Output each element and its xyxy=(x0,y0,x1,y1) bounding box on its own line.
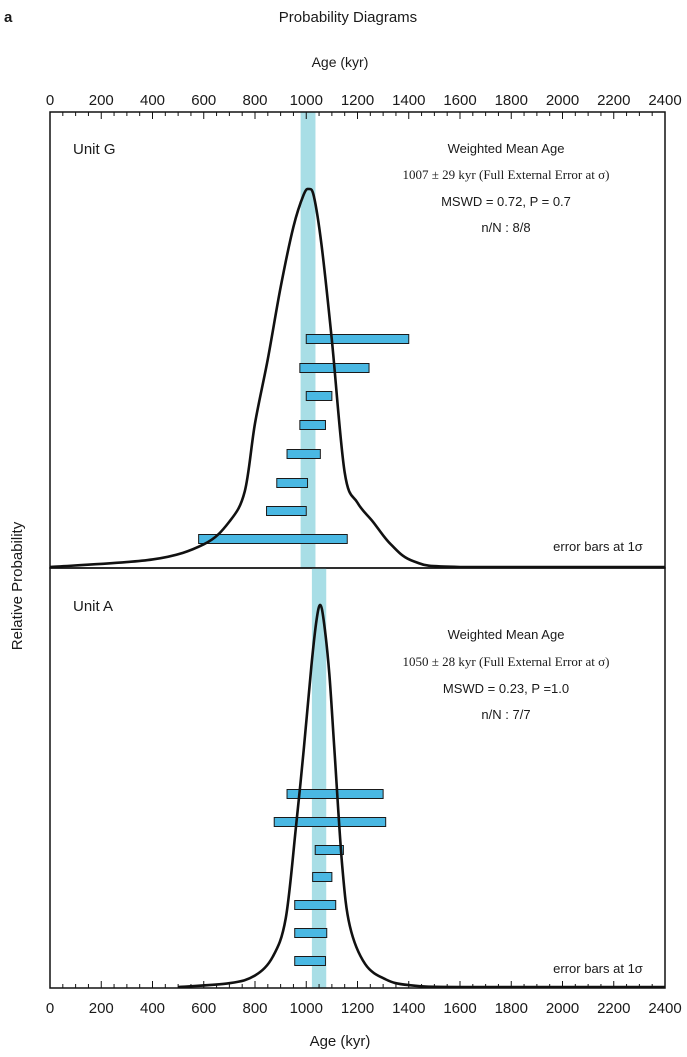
bottom-axis-tick-label: 2200 xyxy=(597,1000,630,1017)
unit-g-error-bars xyxy=(198,334,410,544)
bottom-axis-tick-label: 800 xyxy=(242,1000,267,1017)
unit-a-mean-band-layer xyxy=(311,568,327,988)
unit-a-mean-band xyxy=(311,568,327,988)
unit-a-error-bar xyxy=(314,845,344,855)
unit-g-error-bar xyxy=(276,478,309,488)
unit-g-curve-layer xyxy=(49,187,665,569)
top-axis-tick-label: 1800 xyxy=(495,92,528,109)
top-axis-tick-label: 400 xyxy=(140,92,165,109)
unit-a-error-bar xyxy=(294,928,328,938)
unit-g-error-bar xyxy=(286,449,321,459)
unit-a-error-bars xyxy=(273,789,387,966)
unit-g-age-line: 1007 ± 29 kyr (Full External Error at σ) xyxy=(403,167,610,182)
bottom-axis-tick-label: 2000 xyxy=(546,1000,579,1017)
top-x-axis: 0 200 400 600 800 1000 1200 1400 1600 1800 2000 220… xyxy=(46,92,682,119)
unit-a-label: Unit A xyxy=(73,598,113,615)
unit-a-error-bar xyxy=(294,956,326,966)
figure-title: Probability Diagrams xyxy=(279,9,417,26)
unit-a-probability-curve xyxy=(178,603,665,989)
unit-g-n-line: n/N : 8/8 xyxy=(481,220,530,235)
top-axis-tick-label: 1000 xyxy=(290,92,323,109)
panel-letter: a xyxy=(4,9,13,26)
unit-g-error-note: error bars at 1σ xyxy=(553,539,643,554)
unit-g-weighted-mean-heading: Weighted Mean Age xyxy=(448,141,565,156)
unit-a-error-bar xyxy=(312,872,333,882)
bottom-axis-tick-label: 0 xyxy=(46,1000,54,1017)
unit-g-error-bar xyxy=(305,391,333,401)
top-axis-tick-label: 2400 xyxy=(648,92,681,109)
unit-a-weighted-mean-heading: Weighted Mean Age xyxy=(448,627,565,642)
bottom-axis-tick-label: 2400 xyxy=(648,1000,681,1017)
unit-a-panel: Unit A Weighted Mean Age 1050 ± 28 kyr (… xyxy=(49,567,666,989)
top-axis-tick-label: 0 xyxy=(46,92,54,109)
bottom-axis-tick-label: 1600 xyxy=(443,1000,476,1017)
unit-a-age-line: 1050 ± 28 kyr (Full External Error at σ) xyxy=(403,654,610,669)
top-axis-label: Age (kyr) xyxy=(312,54,369,70)
bottom-x-axis: 0 200 400 600 800 1000 1200 1400 1600 1800 2000 220… xyxy=(46,981,682,1017)
top-axis-tick-label: 1200 xyxy=(341,92,374,109)
bottom-axis-tick-label: 1200 xyxy=(341,1000,374,1017)
unit-a-error-note: error bars at 1σ xyxy=(553,961,643,976)
unit-g-error-bar xyxy=(266,506,307,516)
bottom-axis-tick-label: 600 xyxy=(191,1000,216,1017)
unit-g-probability-curve xyxy=(49,187,665,569)
bottom-axis-label: Age (kyr) xyxy=(310,1033,371,1050)
unit-g-error-bar xyxy=(305,334,410,344)
unit-a-mswd-line: MSWD = 0.23, P =1.0 xyxy=(443,681,569,696)
unit-g-mswd-line: MSWD = 0.72, P = 0.7 xyxy=(441,194,571,209)
bottom-axis-tick-label: 200 xyxy=(89,1000,114,1017)
bottom-axis-tick-label: 1400 xyxy=(392,1000,425,1017)
bottom-axis-tick-label: 1000 xyxy=(290,1000,323,1017)
top-axis-tick-label: 200 xyxy=(89,92,114,109)
unit-g-label: Unit G xyxy=(73,141,116,158)
unit-a-error-bar xyxy=(273,817,387,827)
unit-a-error-bar xyxy=(286,789,384,799)
top-axis-tick-label: 1400 xyxy=(392,92,425,109)
bottom-axis-tick-label: 400 xyxy=(140,1000,165,1017)
bottom-axis-tick-label: 1800 xyxy=(495,1000,528,1017)
top-axis-tick-label: 600 xyxy=(191,92,216,109)
top-axis-tick-label: 2000 xyxy=(546,92,579,109)
y-axis-label: Relative Probability xyxy=(9,521,26,650)
unit-a-curve-layer xyxy=(178,603,665,989)
unit-a-plot-frame xyxy=(49,567,666,989)
top-axis-tick-label: 2200 xyxy=(597,92,630,109)
unit-a-n-line: n/N : 7/7 xyxy=(481,707,530,722)
unit-g-error-bar xyxy=(299,420,326,430)
top-axis-tick-label: 800 xyxy=(242,92,267,109)
unit-g-panel: Unit G Weighted Mean Age 1007 ± 29 kyr (… xyxy=(49,111,666,569)
unit-g-error-bar xyxy=(198,534,348,544)
unit-a-error-bar xyxy=(294,900,337,910)
top-axis-tick-label: 1600 xyxy=(443,92,476,109)
